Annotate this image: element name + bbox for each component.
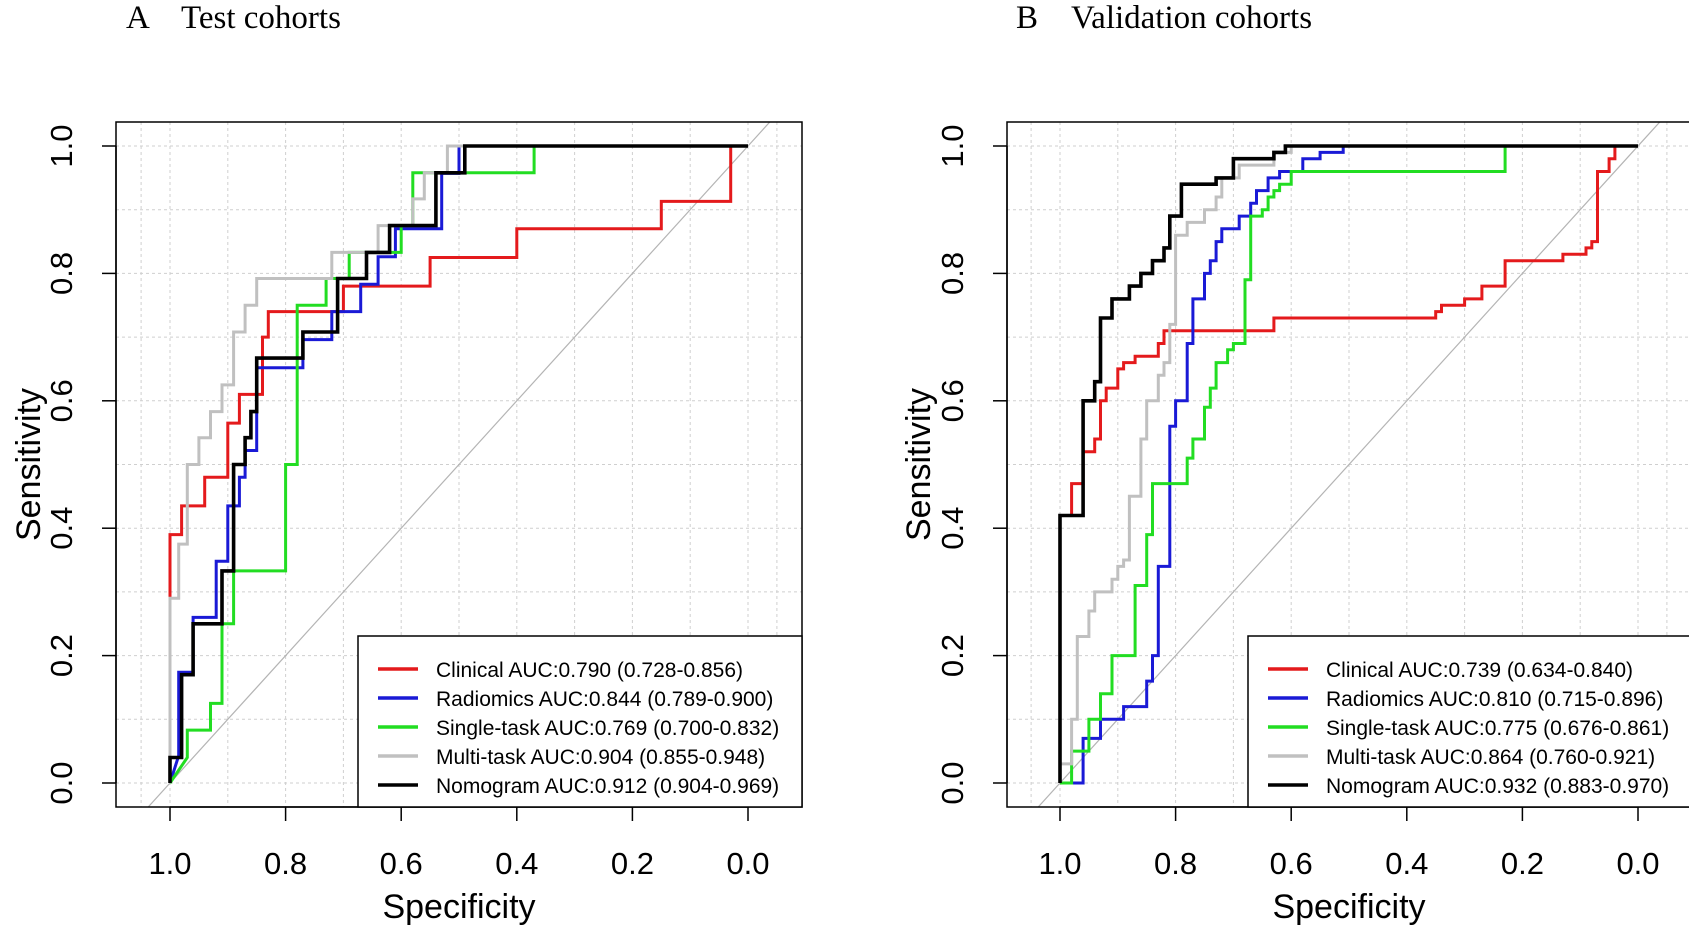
roc-curve-single-task	[1060, 144, 1638, 785]
roc-curve-radiomics	[1060, 144, 1638, 785]
y-tick-label: 0.2	[44, 634, 79, 677]
reference-diagonal	[147, 122, 771, 807]
legend: Clinical AUC:0.790 (0.728-0.856) Radiomic…	[357, 635, 803, 808]
y-tick-label: 1.0	[44, 124, 79, 167]
legend-label-clinical: Clinical AUC:0.790 (0.728-0.856)	[436, 659, 743, 682]
legend-box	[357, 635, 803, 808]
x-tick-label: 0.0	[726, 846, 769, 881]
y-tick-label: 0.6	[935, 379, 970, 422]
x-axis-label: Specificity	[1272, 888, 1425, 926]
roc-curve-multi-task	[168, 144, 748, 783]
legend-label-multi-task: Multi-task AUC:0.864 (0.760-0.921)	[1326, 746, 1655, 769]
x-tick-label: 0.8	[264, 846, 307, 881]
legend-label-clinical: Clinical AUC:0.739 (0.634-0.840)	[1326, 659, 1633, 682]
panel-letter: A	[126, 0, 150, 36]
roc-curve-nomogram	[168, 144, 748, 783]
panel-title: Validation cohorts	[1071, 0, 1312, 36]
reference-diagonal	[1037, 122, 1661, 807]
legend-label-nomogram: Nomogram AUC:0.932 (0.883-0.970)	[1326, 775, 1669, 798]
y-axis-label: Sensitivity	[10, 388, 48, 541]
chart-panel-b: B Validation cohorts 1.0 0.8 0.6 0.4 0.2 0.0 0.0…	[900, 0, 1689, 926]
x-tick-label: 1.0	[1038, 846, 1081, 881]
y-tick-label: 1.0	[935, 124, 970, 167]
roc-curve-multi-task	[1058, 144, 1638, 783]
legend-label-radiomics: Radiomics AUC:0.844 (0.789-0.900)	[436, 688, 773, 711]
legend-label-single-task: Single-task AUC:0.775 (0.676-0.861)	[1326, 717, 1669, 740]
y-tick-label: 0.4	[44, 507, 79, 550]
x-tick-label: 1.0	[148, 846, 191, 881]
x-axis-label: Specificity	[382, 888, 535, 926]
y-tick-label: 0.4	[935, 507, 970, 550]
legend: Clinical AUC:0.739 (0.634-0.840) Radiomic…	[1247, 635, 1689, 808]
legend-label-multi-task: Multi-task AUC:0.904 (0.855-0.948)	[436, 746, 765, 769]
roc-curve-radiomics	[168, 144, 748, 784]
legend-label-single-task: Single-task AUC:0.769 (0.700-0.832)	[436, 717, 779, 740]
y-tick-label: 0.0	[935, 761, 970, 804]
y-tick-label: 0.2	[935, 634, 970, 677]
roc-curve-clinical	[1058, 144, 1638, 783]
x-tick-label: 0.0	[1616, 846, 1659, 881]
chart-panel-a: A Test cohorts 1.0 0.8 0.6 0.4 0.2 0.0 0.0 0.2 0.4…	[10, 0, 803, 926]
x-tick-label: 0.4	[1385, 846, 1428, 881]
x-tick-label: 0.4	[495, 846, 538, 881]
y-axis-label: Sensitivity	[900, 388, 938, 541]
legend-label-nomogram: Nomogram AUC:0.912 (0.904-0.969)	[436, 775, 779, 798]
x-tick-label: 0.2	[611, 846, 654, 881]
y-tick-label: 0.0	[44, 761, 79, 804]
roc-curve-nomogram	[1058, 144, 1638, 783]
legend-box	[1247, 635, 1689, 808]
panel-title: Test cohorts	[181, 0, 341, 36]
x-tick-label: 0.6	[1270, 846, 1313, 881]
panel-letter: B	[1016, 0, 1038, 36]
x-tick-label: 0.8	[1154, 846, 1197, 881]
roc-curve-clinical	[168, 144, 748, 783]
y-tick-label: 0.8	[44, 252, 79, 295]
legend-label-radiomics: Radiomics AUC:0.810 (0.715-0.896)	[1326, 688, 1663, 711]
y-tick-label: 0.6	[44, 379, 79, 422]
y-tick-label: 0.8	[935, 252, 970, 295]
x-tick-label: 0.6	[380, 846, 423, 881]
x-tick-label: 0.2	[1501, 846, 1544, 881]
